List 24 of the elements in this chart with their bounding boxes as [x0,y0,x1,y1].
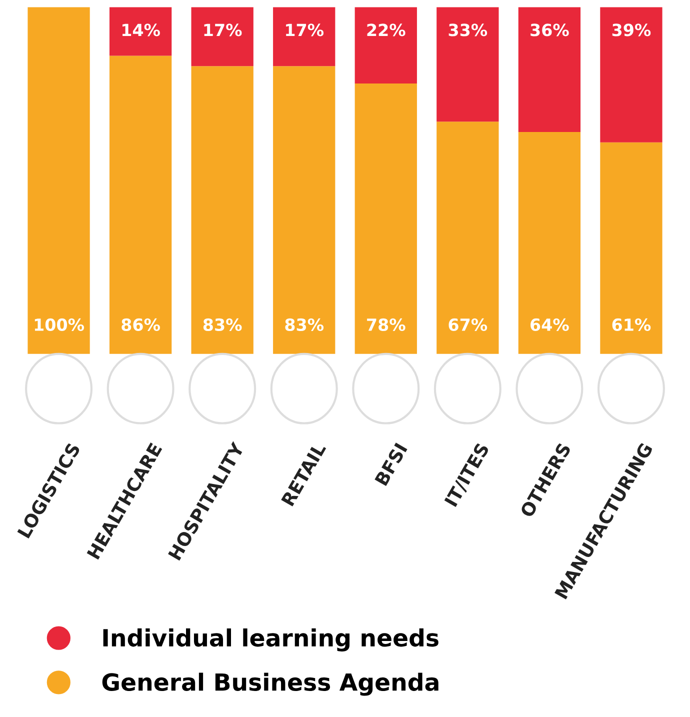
bar [600,7,662,142]
data-label: 39% [612,24,651,36]
data-label: 78% [367,318,406,332]
bar [436,7,499,122]
bar [109,7,172,56]
data-label: 67% [448,318,488,332]
data-label: 14% [122,24,160,36]
data-label: 83% [203,318,242,332]
data-label: 17% [286,24,324,36]
legend-label: Individual learning needs [103,628,438,652]
data-label: 100% [34,318,84,332]
data-label: 17% [204,24,242,36]
bar [191,7,254,66]
data-label: 61% [612,318,651,332]
bar [354,7,417,84]
data-label: 33% [448,24,488,36]
data-label: 64% [530,318,569,332]
data-label: 36% [530,24,569,36]
bar [273,7,336,66]
data-label: 86% [122,318,160,332]
legend-label: General Business Agenda [102,672,438,696]
bar [518,7,581,132]
data-label: 83% [285,318,324,332]
data-label: 22% [367,24,406,36]
